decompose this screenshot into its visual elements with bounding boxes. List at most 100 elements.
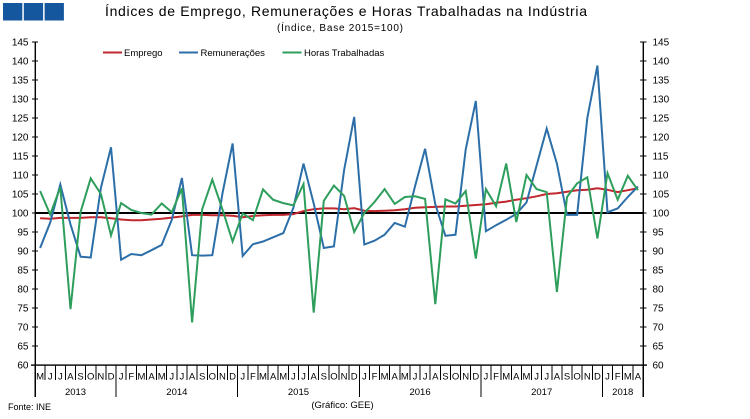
- svg-text:135: 135: [653, 76, 670, 87]
- svg-text:M: M: [381, 372, 389, 383]
- svg-text:135: 135: [12, 76, 29, 87]
- svg-text:J: J: [362, 372, 367, 383]
- svg-text:F: F: [615, 372, 621, 383]
- svg-text:Remunerações: Remunerações: [201, 48, 266, 59]
- svg-text:90: 90: [653, 247, 665, 258]
- svg-text:J: J: [605, 372, 610, 383]
- svg-text:O: O: [87, 372, 94, 383]
- svg-text:J: J: [169, 372, 174, 383]
- svg-text:M: M: [279, 372, 287, 383]
- svg-text:J: J: [301, 372, 306, 383]
- svg-text:130: 130: [12, 95, 29, 106]
- svg-text:O: O: [452, 372, 459, 383]
- svg-text:125: 125: [653, 114, 670, 125]
- svg-text:J: J: [291, 372, 296, 383]
- svg-text:80: 80: [17, 285, 29, 296]
- svg-text:N: N: [341, 372, 348, 383]
- svg-text:2016: 2016: [409, 387, 430, 398]
- svg-text:J: J: [484, 372, 489, 383]
- svg-text:Horas Trabalhadas: Horas Trabalhadas: [304, 48, 385, 59]
- svg-text:J: J: [413, 372, 418, 383]
- svg-text:J: J: [544, 372, 549, 383]
- svg-text:M: M: [36, 372, 44, 383]
- svg-text:J: J: [48, 372, 53, 383]
- svg-text:D: D: [229, 372, 236, 383]
- svg-text:110: 110: [653, 171, 669, 182]
- svg-text:85: 85: [653, 266, 665, 277]
- svg-text:A: A: [432, 372, 439, 383]
- svg-text:A: A: [148, 372, 155, 383]
- svg-text:M: M: [137, 372, 145, 383]
- svg-text:A: A: [189, 372, 196, 383]
- svg-text:A: A: [310, 372, 317, 383]
- svg-text:65: 65: [653, 342, 665, 353]
- svg-text:(Índice, Base 2015=100): (Índice, Base 2015=100): [277, 21, 403, 34]
- svg-text:65: 65: [17, 342, 29, 353]
- svg-text:A: A: [67, 372, 74, 383]
- svg-text:O: O: [573, 372, 580, 383]
- svg-text:J: J: [423, 372, 428, 383]
- svg-text:S: S: [442, 372, 448, 383]
- svg-text:J: J: [240, 372, 245, 383]
- svg-text:S: S: [321, 372, 327, 383]
- svg-text:95: 95: [653, 228, 665, 239]
- svg-text:N: N: [97, 372, 104, 383]
- svg-text:(Gráfico: GEE): (Gráfico: GEE): [311, 400, 373, 411]
- svg-text:110: 110: [13, 171, 29, 182]
- svg-text:2017: 2017: [531, 387, 552, 398]
- svg-text:M: M: [523, 372, 531, 383]
- svg-text:A: A: [513, 372, 520, 383]
- svg-text:A: A: [270, 372, 277, 383]
- svg-text:F: F: [372, 372, 378, 383]
- svg-text:M: M: [259, 372, 267, 383]
- svg-text:140: 140: [653, 57, 670, 68]
- svg-text:90: 90: [17, 247, 29, 258]
- svg-text:95: 95: [17, 228, 29, 239]
- svg-text:2014: 2014: [166, 387, 187, 398]
- svg-text:D: D: [108, 372, 115, 383]
- svg-text:N: N: [584, 372, 591, 383]
- svg-text:85: 85: [17, 266, 29, 277]
- svg-text:M: M: [158, 372, 166, 383]
- svg-text:145: 145: [653, 38, 670, 49]
- svg-text:115: 115: [13, 152, 29, 163]
- svg-text:A: A: [554, 372, 561, 383]
- svg-text:120: 120: [12, 133, 29, 144]
- svg-text:70: 70: [653, 323, 665, 334]
- svg-text:D: D: [351, 372, 358, 383]
- svg-text:140: 140: [12, 57, 29, 68]
- svg-text:75: 75: [17, 304, 29, 315]
- svg-text:125: 125: [12, 114, 29, 125]
- svg-text:60: 60: [17, 361, 29, 372]
- svg-text:F: F: [250, 372, 256, 383]
- svg-text:105: 105: [12, 190, 29, 201]
- svg-text:Fonte: INE: Fonte: INE: [8, 402, 51, 412]
- svg-text:M: M: [401, 372, 409, 383]
- svg-text:115: 115: [653, 152, 669, 163]
- svg-text:S: S: [77, 372, 83, 383]
- svg-text:105: 105: [653, 190, 670, 201]
- svg-text:J: J: [58, 372, 63, 383]
- svg-text:120: 120: [653, 133, 670, 144]
- svg-text:J: J: [534, 372, 539, 383]
- svg-text:75: 75: [653, 304, 665, 315]
- svg-text:N: N: [462, 372, 469, 383]
- svg-text:Emprego: Emprego: [124, 48, 163, 59]
- svg-text:A: A: [635, 372, 642, 383]
- svg-text:J: J: [119, 372, 124, 383]
- svg-text:O: O: [209, 372, 216, 383]
- svg-text:Índices de Emprego, Remuneraçõ: Índices de Emprego, Remunerações e Horas…: [105, 3, 587, 19]
- svg-text:80: 80: [653, 285, 665, 296]
- svg-text:100: 100: [12, 209, 29, 220]
- svg-text:60: 60: [653, 361, 665, 372]
- svg-text:130: 130: [653, 95, 670, 106]
- svg-text:F: F: [493, 372, 499, 383]
- svg-text:2013: 2013: [65, 387, 86, 398]
- svg-text:70: 70: [17, 323, 29, 334]
- svg-text:O: O: [330, 372, 337, 383]
- svg-text:S: S: [199, 372, 205, 383]
- svg-text:100: 100: [653, 209, 670, 220]
- svg-text:D: D: [472, 372, 479, 383]
- svg-text:F: F: [128, 372, 134, 383]
- svg-text:145: 145: [12, 38, 29, 49]
